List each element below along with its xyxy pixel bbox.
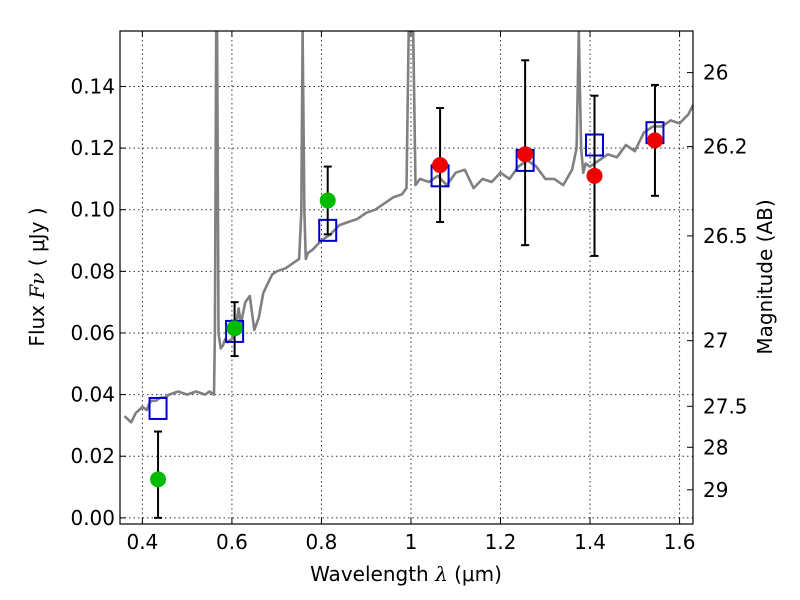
mag-tick-label: 27 <box>703 329 728 353</box>
y-tick-label: 0.04 <box>70 383 115 407</box>
y2-axis-label: Magnitude (AB) <box>753 199 777 354</box>
x-axis-label-symbol: λ <box>434 562 448 586</box>
y-tick-label: 0.12 <box>70 136 115 160</box>
mag-tick-label: 29 <box>703 478 728 502</box>
model-flux-square <box>148 396 168 420</box>
y-tick-label: 0.08 <box>70 259 115 283</box>
y-axis-label: Flux Fν ( μJy ) <box>25 207 49 346</box>
y-tick-label: 0.14 <box>70 74 115 98</box>
x-tick-label: 1.2 <box>485 530 517 554</box>
y-axis-label-symbol: Fν <box>25 273 49 300</box>
mag-tick-label: 26 <box>703 61 728 85</box>
y-tick-label: 0.00 <box>70 506 115 530</box>
x-tick-label: 1.6 <box>664 530 696 554</box>
mag-tick-label: 26.5 <box>703 224 748 248</box>
x-tick-label: 1 <box>405 530 418 554</box>
observed-flux-point <box>517 146 534 163</box>
x-tick-label: 0.8 <box>306 530 338 554</box>
x-tick-label: 0.4 <box>126 530 158 554</box>
y-axis-label-unit: ( μJy ) <box>25 207 49 266</box>
observed-flux-point <box>586 167 603 184</box>
mag-tick-label: 27.5 <box>703 394 748 418</box>
observed-flux-point <box>226 320 243 337</box>
x-tick-label: 1.4 <box>574 530 606 554</box>
mag-tick-label: 28 <box>703 435 728 459</box>
observed-flux-point <box>646 132 663 149</box>
x-axis-label-prefix: Wavelength <box>310 562 429 586</box>
observed-flux-point <box>432 157 449 174</box>
x-tick-label: 0.6 <box>216 530 248 554</box>
spectrum-line <box>123 31 693 424</box>
y-tick-label: 0.06 <box>70 321 115 345</box>
mag-tick-label: 26.2 <box>703 135 748 159</box>
x-axis-label-unit: (μm) <box>454 562 502 586</box>
plot-frame <box>119 30 694 525</box>
y-tick-label: 0.02 <box>70 444 115 468</box>
y-tick-label: 0.10 <box>70 198 115 222</box>
y-axis-label-prefix: Flux <box>25 305 49 347</box>
observed-flux-point <box>150 471 167 488</box>
observed-flux-point <box>319 192 336 209</box>
axes-ticks: 0.4 0.6 0.8 1 1.2 1.4 1.6 0.00 0.02 0.04 0.06 0.08 0… <box>70 31 748 554</box>
plot-area <box>123 31 693 519</box>
x-axis-label: Wavelength λ (μm) <box>310 562 502 586</box>
